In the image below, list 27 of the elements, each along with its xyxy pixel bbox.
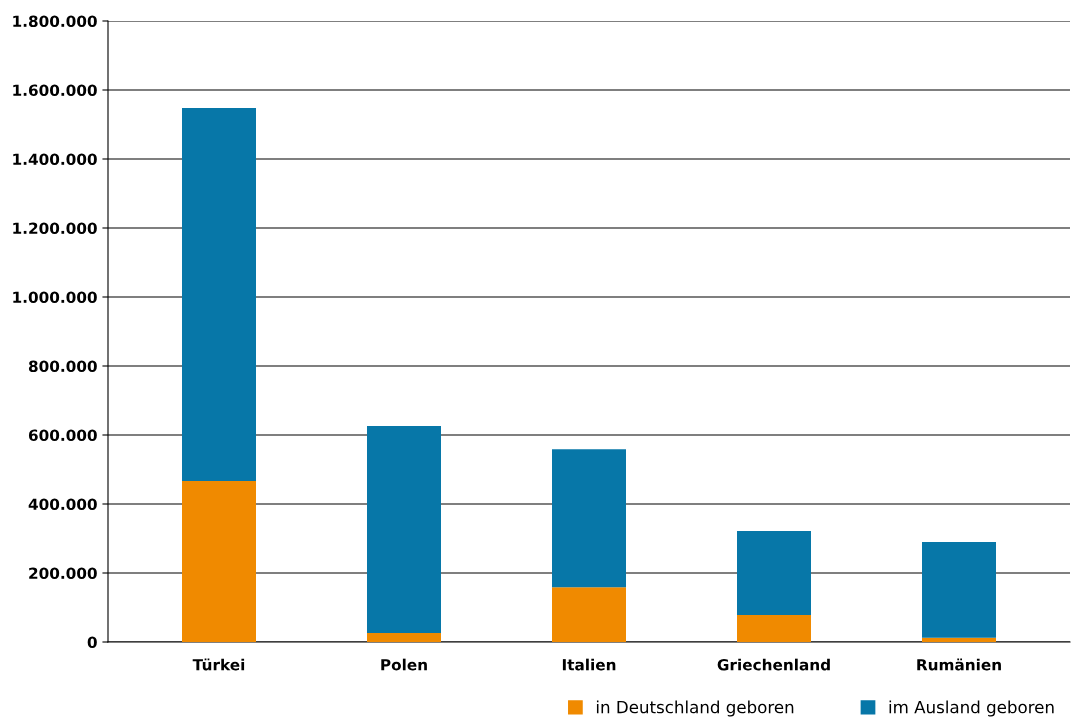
bar — [552, 587, 626, 642]
bar — [922, 637, 996, 642]
y-tick-label: 1.000.000 — [13, 291, 97, 304]
y-tick-label: 0 — [87, 636, 97, 649]
legend-label: in Deutschland geboren — [596, 700, 794, 717]
legend-label: im Ausland geboren — [889, 700, 1054, 717]
bar — [367, 633, 441, 642]
y-tick-label: 1.800.000 — [13, 15, 97, 28]
x-tick-label: Türkei — [192, 658, 245, 671]
y-tick-label: 200.000 — [29, 567, 97, 580]
y-tick-label: 600.000 — [28, 429, 97, 442]
bar — [182, 480, 256, 642]
y-tick-label: 1.600.000 — [13, 84, 97, 97]
bar — [737, 530, 811, 616]
bar — [182, 107, 256, 481]
y-tick-label: 400.000 — [28, 498, 97, 511]
bar — [922, 541, 996, 638]
y-tick-label: 1.200.000 — [13, 222, 97, 235]
y-tick-label: 800.000 — [28, 360, 97, 373]
x-tick-label: Italien — [562, 658, 616, 671]
x-tick-label: Griechenland — [717, 658, 830, 671]
bar — [367, 426, 441, 634]
x-tick-label: Rumänien — [917, 658, 1001, 671]
bar — [552, 449, 626, 588]
bar — [737, 615, 811, 642]
y-tick-label: 1.400.000 — [13, 153, 97, 166]
x-tick-label: Polen — [381, 658, 427, 671]
